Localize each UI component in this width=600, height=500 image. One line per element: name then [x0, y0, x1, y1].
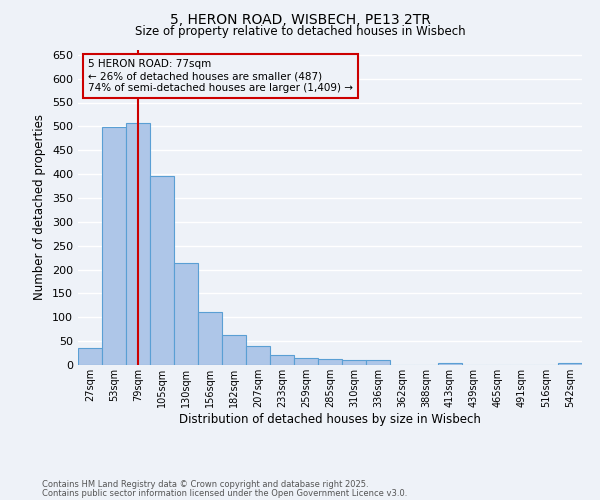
Bar — [294, 358, 318, 365]
Text: Size of property relative to detached houses in Wisbech: Size of property relative to detached ho… — [134, 25, 466, 38]
Bar — [246, 346, 270, 365]
Bar — [150, 176, 174, 365]
Bar — [438, 362, 462, 365]
X-axis label: Distribution of detached houses by size in Wisbech: Distribution of detached houses by size … — [179, 412, 481, 426]
Bar — [174, 264, 198, 365]
Y-axis label: Number of detached properties: Number of detached properties — [34, 114, 46, 300]
Text: Contains public sector information licensed under the Open Government Licence v3: Contains public sector information licen… — [42, 489, 407, 498]
Bar — [198, 312, 222, 365]
Text: 5, HERON ROAD, WISBECH, PE13 2TR: 5, HERON ROAD, WISBECH, PE13 2TR — [170, 12, 430, 26]
Bar — [270, 356, 294, 365]
Text: Contains HM Land Registry data © Crown copyright and database right 2025.: Contains HM Land Registry data © Crown c… — [42, 480, 368, 489]
Bar — [126, 122, 150, 365]
Bar — [366, 360, 390, 365]
Text: 5 HERON ROAD: 77sqm
← 26% of detached houses are smaller (487)
74% of semi-detac: 5 HERON ROAD: 77sqm ← 26% of detached ho… — [88, 60, 353, 92]
Bar — [342, 360, 366, 365]
Bar — [558, 362, 582, 365]
Bar — [102, 128, 126, 365]
Bar — [78, 348, 102, 365]
Bar — [318, 360, 342, 365]
Bar — [222, 336, 246, 365]
